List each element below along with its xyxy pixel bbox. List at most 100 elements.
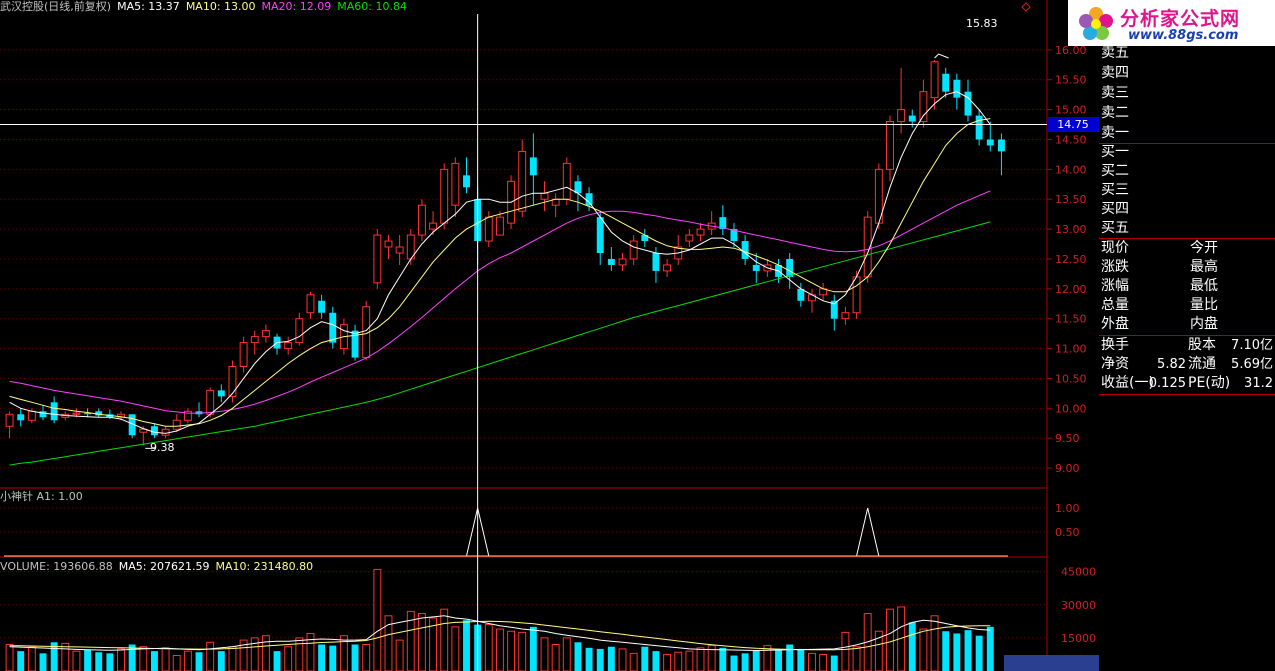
logo-name: 分析家公式网 xyxy=(1120,8,1241,30)
volume-bar-down xyxy=(652,651,660,671)
candle-body-down xyxy=(84,413,92,415)
candle-body-up xyxy=(663,264,672,272)
candle-body-up xyxy=(886,121,894,170)
candle-body-up xyxy=(5,413,14,427)
candle-body-up xyxy=(206,389,215,415)
price-tick-label: 12.50 xyxy=(1055,253,1087,266)
volume-bar-up xyxy=(183,650,192,671)
volume-bar-down xyxy=(730,655,738,671)
quote-label: 最低 xyxy=(1190,278,1218,294)
volume-bar-down xyxy=(975,635,983,671)
volume-bar-down xyxy=(585,647,593,671)
volume-bar-down xyxy=(953,633,961,671)
price-tick-label: 9.50 xyxy=(1055,432,1080,445)
candlesticks xyxy=(5,60,1005,446)
candle-body-down xyxy=(329,312,337,343)
candle-body-down xyxy=(975,115,983,140)
crosshair xyxy=(0,14,1047,671)
volume-bar-up xyxy=(696,647,705,671)
indicator-tick-label: 0.50 xyxy=(1055,526,1080,539)
candle-body-up xyxy=(295,318,304,344)
candle-body-up xyxy=(930,61,939,99)
candle-body-up xyxy=(540,192,549,200)
crosshair-price-tag: 14.75 xyxy=(1047,116,1099,132)
volume-bar-up xyxy=(406,610,415,671)
volume-value: VOLUME: 193606.88 xyxy=(0,560,113,573)
volume-bar-up xyxy=(763,645,772,671)
fundamental-value: 31.2 xyxy=(1244,376,1273,391)
diamond-icon[interactable] xyxy=(1020,2,1032,12)
candle-body-up xyxy=(919,91,928,123)
price-tick-label: 10.50 xyxy=(1055,372,1087,385)
volume-bar-up xyxy=(161,647,170,671)
candle-body-down xyxy=(50,402,58,421)
volume-bar-down xyxy=(128,644,136,671)
price-tick-label: 14.00 xyxy=(1055,163,1087,176)
candle-body-down xyxy=(641,235,649,242)
fundamental-label: 股本 xyxy=(1188,337,1216,353)
fundamental-label: 收益(一) xyxy=(1101,375,1154,391)
indicator-panel: 1.00 0.50 xyxy=(0,502,1080,557)
kline-chart[interactable]: 16.00 15.50 15.00 14.50 14.00 13.50 13.00 12.50… xyxy=(0,0,1099,671)
volume-bar-up xyxy=(417,613,426,671)
panel-bottom-divider xyxy=(1099,394,1275,395)
candle-body-up xyxy=(852,276,861,314)
ma60-line xyxy=(9,221,991,466)
candle-body-up xyxy=(495,216,504,236)
volume-bar-up xyxy=(874,630,883,671)
high-annotation: 15.83 xyxy=(966,17,998,30)
candle-body-up xyxy=(685,234,694,242)
volume-tick-label: 45000 xyxy=(1061,566,1096,579)
volume-bar-up xyxy=(384,615,393,671)
price-tick-label: 10.00 xyxy=(1055,402,1087,415)
chart-grid xyxy=(0,49,1047,469)
volume-bar-up xyxy=(250,637,259,671)
fundamental-label: PE(动) xyxy=(1188,375,1231,391)
volume-bar-up xyxy=(440,608,449,671)
stock-title: 武汉控股(日线,前复权) xyxy=(0,0,112,13)
volume-bar-down xyxy=(741,653,749,671)
sell-level-label: 卖五 xyxy=(1101,45,1129,61)
candle-body-down xyxy=(908,115,916,122)
candle-body-down xyxy=(830,300,838,319)
volume-bar-up xyxy=(228,646,237,671)
volume-bar-up xyxy=(919,628,928,671)
order-book-divider xyxy=(1099,143,1275,144)
volume-bar-down xyxy=(719,647,727,671)
chart-axes: 16.00 15.50 15.00 14.50 14.00 13.50 13.00 12.50… xyxy=(0,0,1087,671)
fundamental-value: 0.125 xyxy=(1148,376,1186,391)
volume-bar-up xyxy=(674,651,683,671)
candle-body-down xyxy=(463,175,470,188)
candle-body-down xyxy=(596,217,604,253)
candle-body-down xyxy=(786,258,794,277)
candle-body-down xyxy=(128,414,136,436)
quote-label: 总量 xyxy=(1101,297,1129,313)
fundamental-label: 流通 xyxy=(1188,356,1216,372)
logo[interactable]: 分析家公式网 www.88gs.com xyxy=(1068,0,1275,46)
fundamental-value: 5.82 xyxy=(1157,357,1186,372)
candle-body-down xyxy=(95,411,103,416)
fundamentals-divider xyxy=(1099,335,1275,336)
volume-bar-up xyxy=(618,648,627,671)
buy-level-label: 买二 xyxy=(1101,163,1129,179)
volume-bar-down xyxy=(529,626,537,671)
volume-bar-up xyxy=(362,644,371,671)
volume-bar-down xyxy=(50,642,58,671)
price-tick-label: 15.00 xyxy=(1055,104,1087,117)
candle-body-up xyxy=(172,419,181,430)
candle-body-up xyxy=(451,162,460,206)
volume-bar-down xyxy=(607,646,615,671)
candle-body-down xyxy=(997,139,1005,152)
quote-label: 涨幅 xyxy=(1101,278,1129,294)
candle-body-up xyxy=(161,428,170,436)
candle-body-up xyxy=(239,342,248,367)
candle-body-up xyxy=(72,412,81,415)
ma20-value: MA20: 12.09 xyxy=(261,0,332,13)
candle-body-up xyxy=(384,240,393,248)
volume-bar-down xyxy=(797,648,805,671)
buy-level-label: 买一 xyxy=(1101,144,1129,160)
status-bar xyxy=(1004,655,1099,671)
candle-body-down xyxy=(652,252,660,271)
candle-body-up xyxy=(696,228,705,236)
candle-body-down xyxy=(964,91,972,116)
